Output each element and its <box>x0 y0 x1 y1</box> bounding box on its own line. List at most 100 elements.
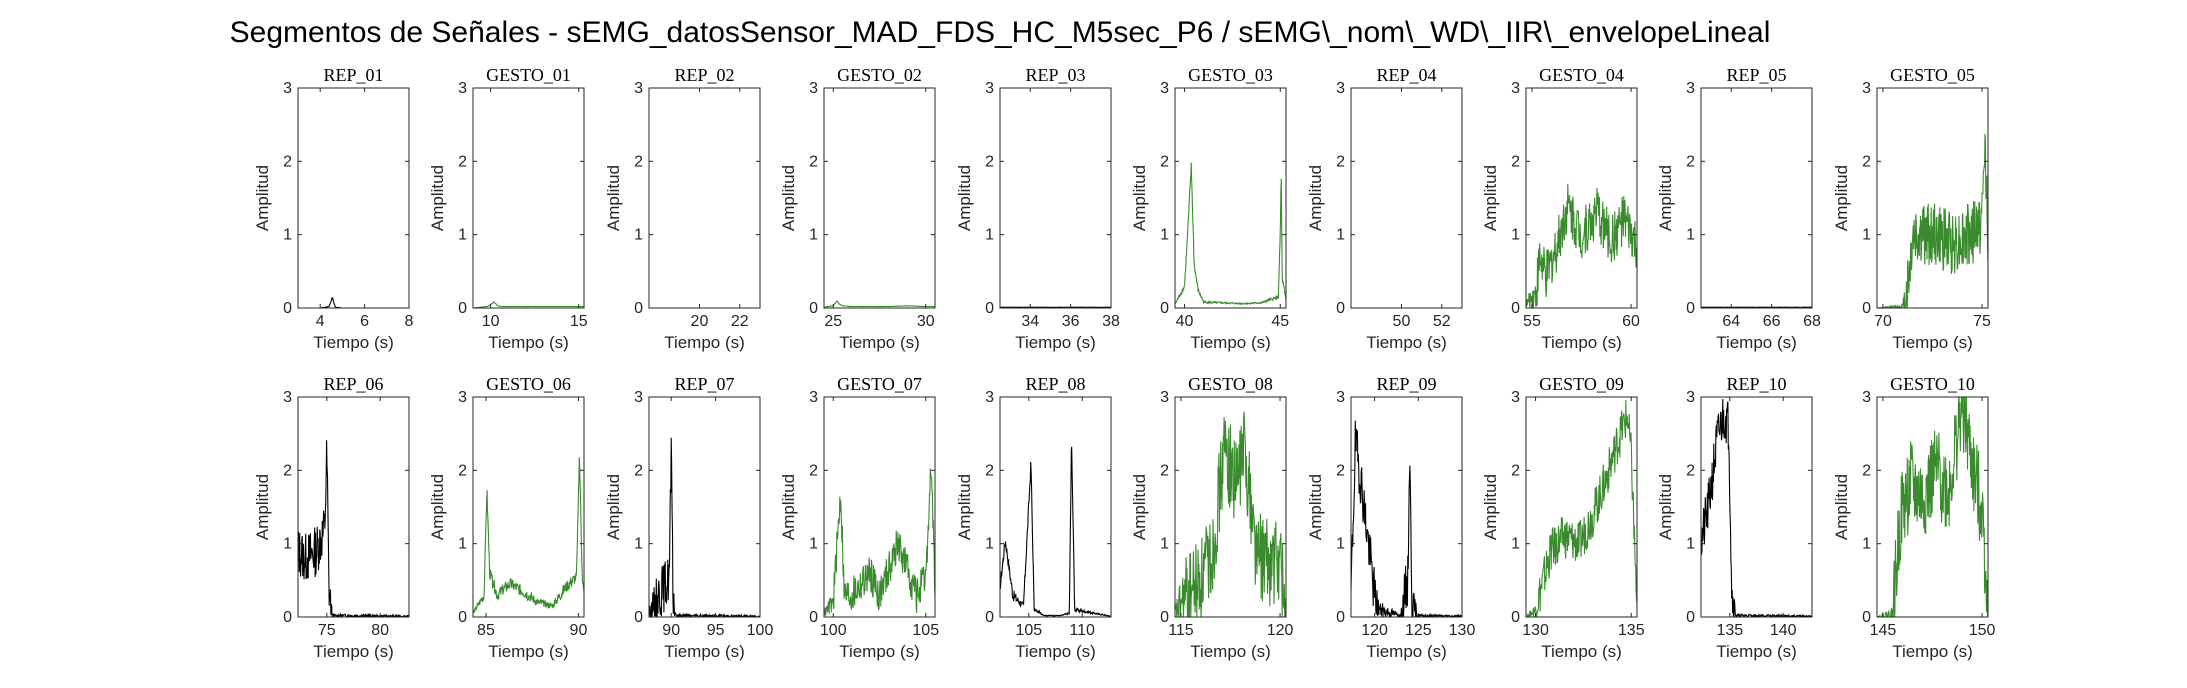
subplot-title: REP_04 <box>1376 65 1436 85</box>
x-tick-label: 52 <box>1433 313 1451 330</box>
x-tick-label: 8 <box>405 313 414 330</box>
y-tick-label: 3 <box>1686 80 1695 97</box>
y-tick-label: 0 <box>1336 609 1345 626</box>
subplot-title: GESTO_01 <box>486 65 571 85</box>
y-tick-label: 1 <box>1862 536 1871 553</box>
subplot-rep-04: REP_04 0 1 2 3 50 52 Tiempo (s) Amplitud <box>1306 65 1463 352</box>
y-tick-label: 1 <box>985 536 994 553</box>
x-tick-label: 66 <box>1763 313 1781 330</box>
y-axis-label: Amplitud <box>1481 474 1500 540</box>
axes-box <box>823 396 936 618</box>
x-axis-label: Tiempo (s) <box>1190 333 1271 352</box>
signal-series-line <box>1701 399 1812 617</box>
y-tick-label: 1 <box>985 227 994 244</box>
y-tick-label: 2 <box>1862 153 1871 170</box>
axes-box <box>1876 87 1989 309</box>
y-tick-label: 0 <box>458 609 467 626</box>
subplot-gesto-02: GESTO_02 0 1 2 3 25 30 Tiempo (s) Amplitud <box>779 65 936 352</box>
axes-box <box>472 87 585 309</box>
y-tick-label: 2 <box>1336 153 1345 170</box>
x-tick-label: 115 <box>1168 622 1194 639</box>
y-tick-label: 3 <box>283 389 292 406</box>
subplot-gesto-07: GESTO_07 0 1 2 3 100 105 Tiempo (s) Amplitud <box>779 374 939 661</box>
y-tick-label: 3 <box>634 80 643 97</box>
axes-box <box>999 396 1112 618</box>
x-tick-label: 60 <box>1622 313 1640 330</box>
x-tick-label: 85 <box>477 622 495 639</box>
y-tick-label: 0 <box>634 609 643 626</box>
y-tick-label: 1 <box>1160 536 1169 553</box>
x-axis-label: Tiempo (s) <box>488 333 569 352</box>
subplot-title: GESTO_05 <box>1890 65 1975 85</box>
subplot-title: REP_01 <box>323 65 383 85</box>
signal-series-line <box>473 301 584 308</box>
x-tick-label: 135 <box>1716 622 1743 639</box>
y-tick-label: 0 <box>634 300 643 317</box>
x-axis-label: Tiempo (s) <box>839 642 920 661</box>
x-tick-label: 64 <box>1722 313 1740 330</box>
y-axis-label: Amplitud <box>1481 165 1500 231</box>
x-tick-label: 90 <box>570 622 588 639</box>
x-axis-label: Tiempo (s) <box>1541 642 1622 661</box>
x-tick-label: 30 <box>917 313 935 330</box>
y-tick-label: 1 <box>1336 536 1345 553</box>
y-tick-label: 0 <box>1862 300 1871 317</box>
subplot-rep-10: REP_10 0 1 2 3 135 140 Tiempo (s) Amplitud <box>1656 374 1813 661</box>
signal-series-line <box>1175 411 1286 617</box>
x-tick-label: 75 <box>318 622 336 639</box>
axes-box <box>297 396 410 618</box>
y-tick-label: 2 <box>458 153 467 170</box>
x-axis-label: Tiempo (s) <box>664 333 745 352</box>
subplot-title: REP_06 <box>323 374 383 394</box>
y-tick-label: 3 <box>458 80 467 97</box>
y-tick-label: 2 <box>809 153 818 170</box>
signal-series-line <box>473 457 584 614</box>
signal-series-line <box>1526 183 1637 308</box>
signal-series-line <box>1877 133 1988 308</box>
x-tick-label: 75 <box>1973 313 1991 330</box>
y-tick-label: 3 <box>1862 80 1871 97</box>
signal-series-line <box>1526 400 1637 617</box>
x-tick-label: 4 <box>316 313 325 330</box>
x-tick-label: 15 <box>570 313 588 330</box>
subplot-title: GESTO_07 <box>837 374 922 394</box>
signal-series-line <box>1877 397 1988 617</box>
y-tick-label: 3 <box>1160 389 1169 406</box>
y-tick-label: 1 <box>283 536 292 553</box>
y-tick-label: 2 <box>1686 153 1695 170</box>
subplot-title: REP_02 <box>674 65 734 85</box>
subplot-rep-05: REP_05 0 1 2 3 64 66 68 Tiempo (s) Amplitud <box>1656 65 1821 352</box>
y-axis-label: Amplitud <box>1130 474 1149 540</box>
y-tick-label: 3 <box>985 80 994 97</box>
axes-box <box>472 396 585 618</box>
y-tick-label: 2 <box>634 462 643 479</box>
x-tick-label: 140 <box>1770 622 1797 639</box>
subplot-title: GESTO_06 <box>486 374 571 394</box>
x-tick-label: 105 <box>912 622 939 639</box>
x-axis-label: Tiempo (s) <box>1190 642 1271 661</box>
x-tick-label: 150 <box>1969 622 1996 639</box>
figure-title: Segmentos de Señales - sEMG_datosSensor_… <box>230 16 1771 49</box>
y-axis-label: Amplitud <box>253 474 272 540</box>
x-axis-label: Tiempo (s) <box>1541 333 1622 352</box>
y-tick-label: 2 <box>458 462 467 479</box>
x-tick-label: 38 <box>1102 313 1120 330</box>
y-tick-label: 1 <box>1862 227 1871 244</box>
y-tick-label: 3 <box>458 389 467 406</box>
subplot-title: GESTO_09 <box>1539 374 1624 394</box>
y-tick-label: 0 <box>1336 300 1345 317</box>
y-axis-label: Amplitud <box>1832 474 1851 540</box>
y-tick-label: 2 <box>985 462 994 479</box>
y-tick-label: 0 <box>1160 300 1169 317</box>
y-axis-label: Amplitud <box>604 474 623 540</box>
y-tick-label: 1 <box>1511 536 1520 553</box>
signal-series-line <box>298 440 409 617</box>
subplot-gesto-08: GESTO_08 0 1 2 3 115 120 Tiempo (s) Amplitud <box>1130 374 1293 661</box>
x-axis-label: Tiempo (s) <box>664 642 745 661</box>
